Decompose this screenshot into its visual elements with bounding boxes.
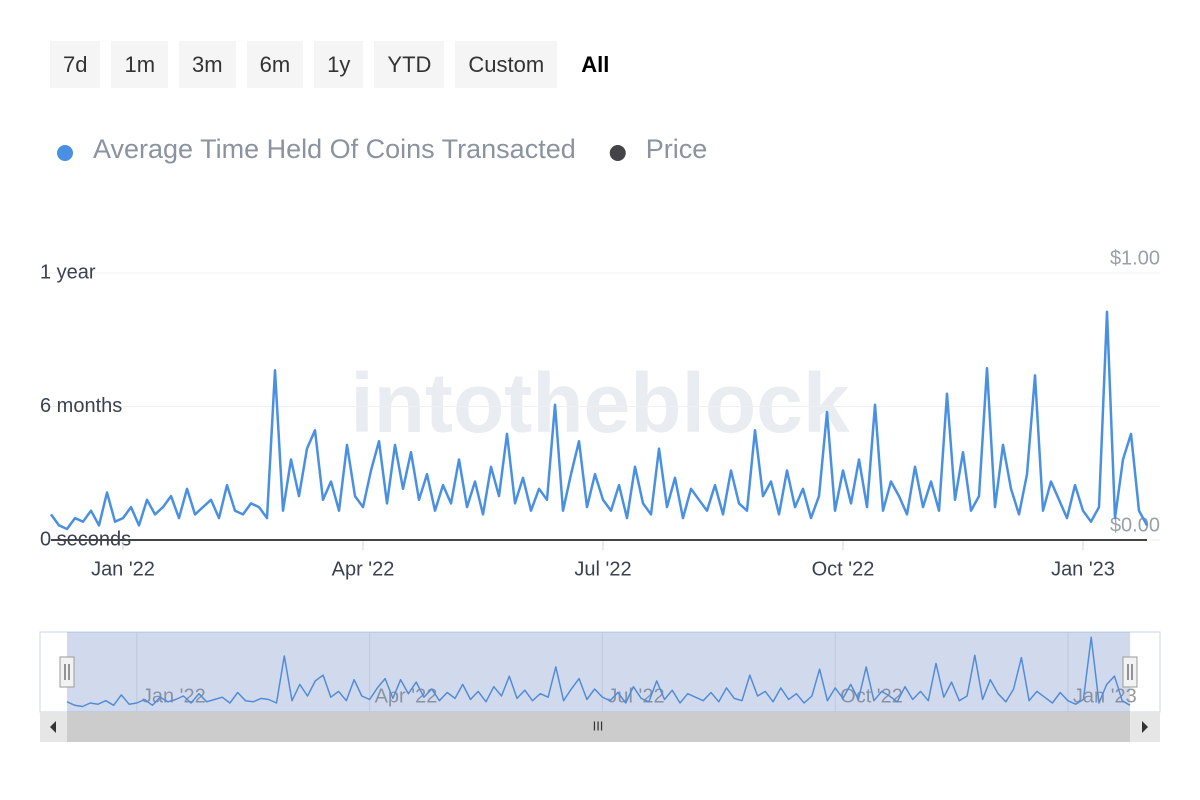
legend-label: Price xyxy=(646,134,708,164)
y2-tick-label: $0.00 xyxy=(1110,514,1160,536)
x-tick-label: Jan '23 xyxy=(1051,558,1115,580)
range-button[interactable]: Custom xyxy=(455,41,558,88)
y2-tick-label: $1.00 xyxy=(1110,247,1160,269)
scrollbar-grip: III xyxy=(593,718,604,733)
y-tick-label: 6 months xyxy=(40,395,122,417)
range-button[interactable]: 7d xyxy=(50,41,101,88)
range-button[interactable]: 3m xyxy=(179,41,236,88)
range-button[interactable]: YTD xyxy=(374,41,445,88)
y-tick-label: 1 year xyxy=(40,261,96,283)
scroll-left-arrow xyxy=(50,721,56,733)
scroll-right-arrow xyxy=(1142,721,1148,733)
navigator-line xyxy=(66,636,1131,708)
navigator-mask xyxy=(67,632,1130,712)
x-tick-label: Apr '22 xyxy=(332,558,395,580)
navigator-handle[interactable] xyxy=(1122,656,1138,688)
navigator-label: Jan '23 xyxy=(1073,685,1137,707)
series-line xyxy=(49,310,1149,531)
range-button[interactable]: 6m xyxy=(246,41,304,88)
x-tick-label: Jan '22 xyxy=(91,558,155,580)
watermark: intotheblock xyxy=(350,356,850,450)
range-selector: 7d 1m 3m 6m 1y YTD Custom All xyxy=(50,41,622,88)
navigator-label: Jul '22 xyxy=(607,685,664,707)
x-tick-label: Oct '22 xyxy=(812,558,875,580)
scrollbar-thumb[interactable] xyxy=(67,712,1130,742)
x-tick-label: Jul '22 xyxy=(574,558,631,580)
navigator-label: Oct '22 xyxy=(840,685,903,707)
range-button[interactable]: All xyxy=(581,52,610,77)
range-button[interactable]: 1y xyxy=(314,41,364,88)
navigator-handle[interactable] xyxy=(59,656,75,688)
legend-marker xyxy=(609,145,626,161)
range-button[interactable]: 1m xyxy=(111,41,169,88)
navigator-frame xyxy=(39,631,1161,713)
legend-label: Average Time Held Of Coins Transacted xyxy=(93,134,576,164)
legend-marker xyxy=(57,145,73,161)
